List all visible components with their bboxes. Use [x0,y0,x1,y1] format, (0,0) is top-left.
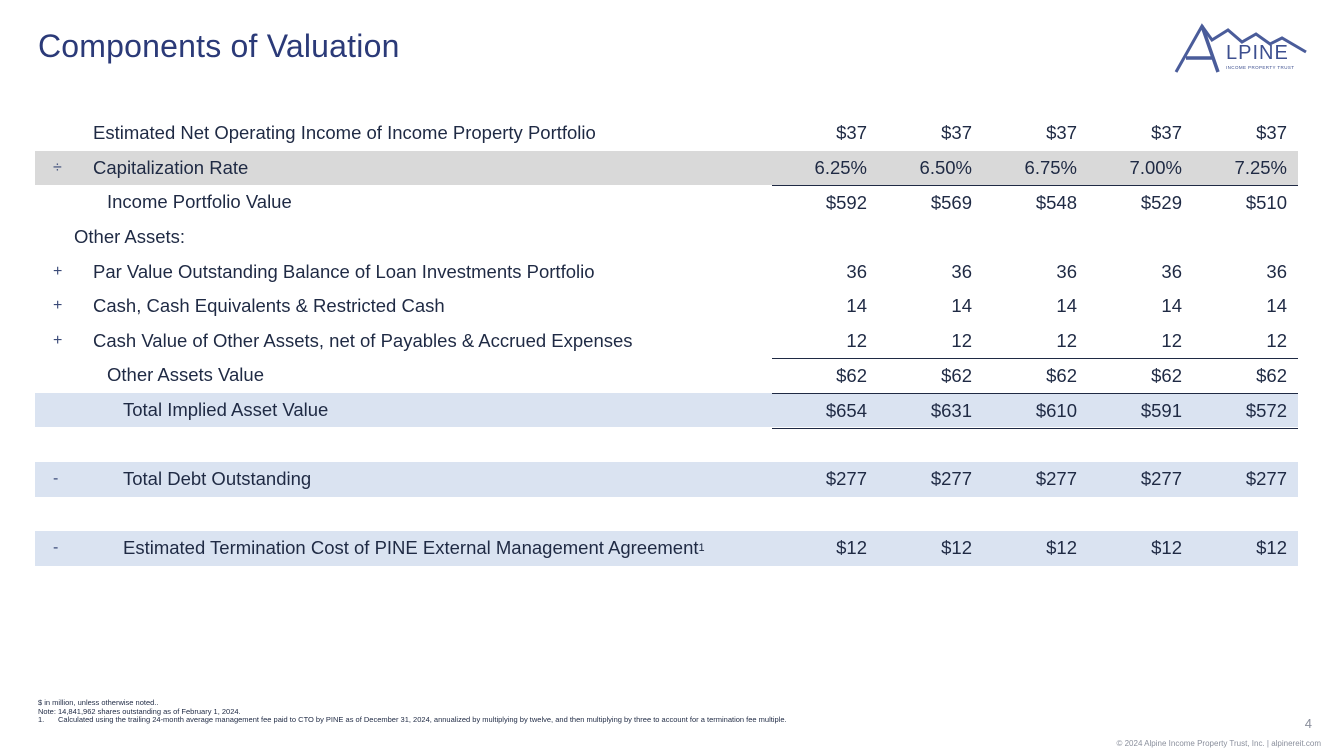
table-row-total-asset-value: Total Implied Asset Value $654 $631 $610… [35,392,1298,430]
copyright: © 2024 Alpine Income Property Trust, Inc… [1116,739,1321,748]
footnote-1: 1. Calculated using the trailing 24-month… [38,715,787,725]
row-label-text: Estimated Termination Cost of PINE Exter… [123,537,699,559]
cell: 36 [1266,260,1287,282]
cell: $62 [1151,365,1182,387]
table-row-other-assets-header: Other Assets: [35,220,1298,255]
cell: 36 [1161,260,1182,282]
row-label: Cash Value of Other Assets, net of Payab… [93,329,633,351]
cell: $277 [825,468,867,490]
cell: 14 [1056,295,1077,317]
cell: $12 [941,537,972,559]
footnotes: $ in million, unless otherwise noted.. N… [38,698,787,725]
note-units: $ in million, unless otherwise noted.. [38,698,159,707]
row-label: Total Debt Outstanding [123,468,312,490]
logo-subtitle: INCOME PROPERTY TRUST [1226,65,1295,70]
cell: $610 [1035,400,1077,422]
table-row-income-portfolio-value: Income Portfolio Value $592 $569 $548 $5… [35,185,1298,220]
cell: $631 [930,400,972,422]
cell: $37 [836,122,867,144]
row-label: Estimated Net Operating Income of Income… [93,122,596,144]
table-row-termination-cost: - Estimated Termination Cost of PINE Ext… [35,531,1298,566]
cell: $654 [825,400,867,422]
cell: $548 [1035,192,1077,214]
cell: 14 [1161,295,1182,317]
plus-operator: + [53,331,63,349]
row-label: Other Assets Value [107,364,264,386]
table-row-cash: + Cash, Cash Equivalents & Restricted Ca… [35,289,1298,324]
cell: $37 [1151,122,1182,144]
row-label: Total Implied Asset Value [123,399,329,421]
page-number: 4 [1304,716,1312,731]
cell: $12 [1046,537,1077,559]
row-label: Par Value Outstanding Balance of Loan In… [93,260,595,282]
cell: $12 [1151,537,1182,559]
valuation-table: Estimated Net Operating Income of Income… [35,116,1298,566]
cell: 14 [1266,295,1287,317]
minus-operator: - [53,470,59,488]
cell: 14 [951,295,972,317]
cell: 12 [951,329,972,351]
cell: 6.75% [1024,156,1077,178]
cell: 14 [846,295,867,317]
cell: 7.00% [1129,156,1182,178]
row-label: Cash, Cash Equivalents & Restricted Cash [93,295,445,317]
cell: 36 [1056,260,1077,282]
cell: $37 [1256,122,1287,144]
note-shares: Note: 14,841,962 shares outstanding as o… [38,706,241,716]
cell: 36 [951,260,972,282]
table-row-loan-investments: + Par Value Outstanding Balance of Loan … [35,254,1298,289]
page-title: Components of Valuation [38,28,400,64]
cell: $37 [941,122,972,144]
cell: $510 [1245,192,1287,214]
cell: 6.50% [919,156,972,178]
cell: $572 [1245,400,1287,422]
cell: 6.25% [814,156,867,178]
cell: $277 [1245,468,1287,490]
table-row-noi: Estimated Net Operating Income of Income… [35,116,1298,151]
cell: $569 [930,192,972,214]
cell: 12 [1161,329,1182,351]
cell: $62 [1046,365,1077,387]
row-label: Estimated Termination Cost of PINE Exter… [123,531,705,566]
spacer [35,427,1298,462]
plus-operator: + [53,262,63,280]
cell: 12 [846,329,867,351]
table-row-total-debt: - Total Debt Outstanding $277 $277 $277 … [35,461,1298,497]
cell: $529 [1140,192,1182,214]
footnote-marker: 1 [698,542,705,555]
cell: $592 [825,192,867,214]
table-row-other-assets: + Cash Value of Other Assets, net of Pay… [35,324,1298,359]
cell: $62 [1256,365,1287,387]
cell: $62 [836,365,867,387]
alpine-logo: LPINE INCOME PROPERTY TRUST [1172,20,1312,76]
cell: $62 [941,365,972,387]
cell: $12 [1256,537,1287,559]
logo-wordmark: LPINE [1226,42,1289,64]
footnote-number: 1. [38,715,45,725]
cell: 12 [1266,329,1287,351]
plus-operator: + [53,297,63,315]
row-label: Other Assets: [74,226,186,248]
cell: $12 [836,537,867,559]
table-row-cap-rate: ÷ Capitalization Rate 6.25% 6.50% 6.75% … [35,150,1298,186]
footnote-text: Calculated using the trailing 24-month a… [58,715,787,725]
cell: $37 [1046,122,1077,144]
minus-operator: - [53,539,59,557]
row-label: Income Portfolio Value [107,191,292,213]
cell: $591 [1140,400,1182,422]
spacer [35,497,1298,532]
table-row-other-assets-value: Other Assets Value $62 $62 $62 $62 $62 [35,358,1298,393]
cell: 36 [846,260,867,282]
cell: 7.25% [1234,156,1287,178]
divide-operator: ÷ [53,158,62,176]
cell: $277 [930,468,972,490]
row-label: Capitalization Rate [93,156,249,178]
cell: 12 [1056,329,1077,351]
cell: $277 [1140,468,1182,490]
mountain-logo-icon [1174,23,1307,73]
cell: $277 [1035,468,1077,490]
